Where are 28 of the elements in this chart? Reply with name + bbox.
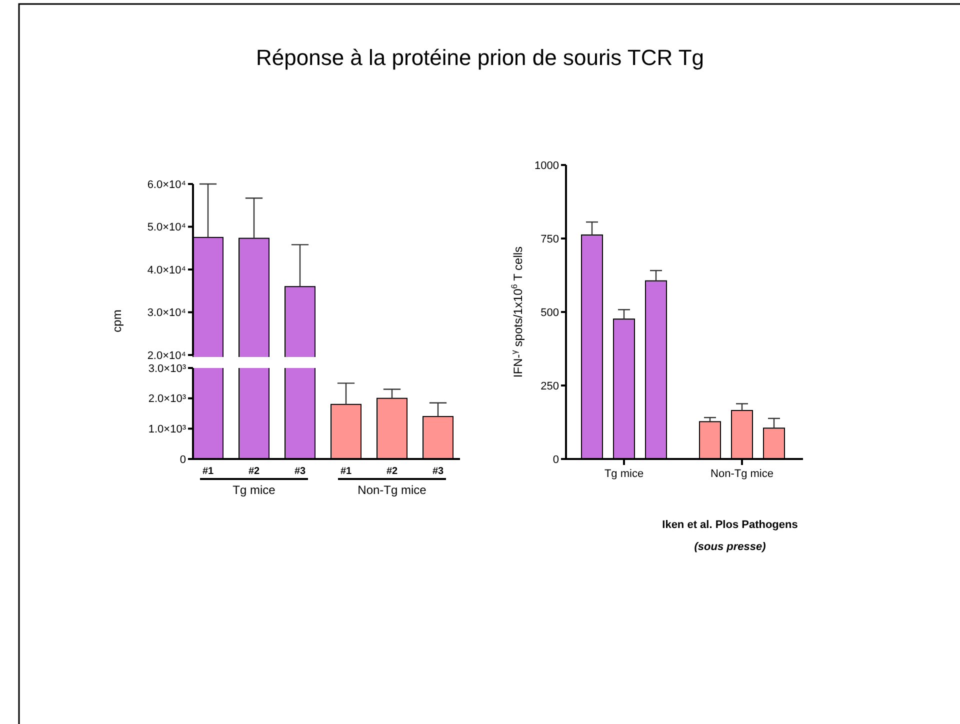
x-tick-label: #3 — [294, 466, 306, 477]
x-tick-label: #2 — [248, 466, 260, 477]
text: Non-Tg mice — [358, 483, 427, 497]
y-tick-label: 250 — [540, 380, 559, 392]
y-tick-label: 5.0×10⁴ — [147, 222, 186, 234]
x-tick-label: #3 — [432, 466, 444, 477]
y-tick-label: 2.0×10³ — [148, 393, 186, 406]
y-tick-label: 0 — [552, 454, 559, 466]
text: Réponse à la protéine prion de souris TCR Tg — [256, 45, 704, 70]
y-tick-label: 0 — [180, 454, 186, 466]
y-tick-label: 2.0×10⁴ — [147, 350, 186, 362]
y-tick-label: 3.0×10³ — [148, 362, 186, 375]
x-tick-label: #2 — [386, 466, 398, 477]
x-tick-label: #1 — [340, 466, 352, 477]
y-tick-label: 750 — [540, 233, 559, 246]
x-tick-label: #1 — [202, 466, 214, 477]
y-tick-label: 4.0×10⁴ — [147, 264, 186, 276]
text: Tg mice — [232, 483, 276, 497]
text: Iken et al. Plos Pathogens — [662, 519, 798, 531]
x-tick-label: Tg mice — [604, 468, 644, 480]
x-tick-label: Non-Tg mice — [710, 468, 774, 480]
y-tick-label: 1000 — [534, 160, 559, 172]
y-tick-label: 6.0×10⁴ — [147, 178, 186, 191]
y-axis-title: cpm — [110, 310, 124, 332]
y-tick-label: 500 — [540, 306, 559, 319]
y-tick-label: 3.0×10⁴ — [147, 307, 186, 320]
y-tick-label: 1.0×10³ — [148, 424, 186, 436]
text: (sous presse) — [694, 541, 766, 553]
